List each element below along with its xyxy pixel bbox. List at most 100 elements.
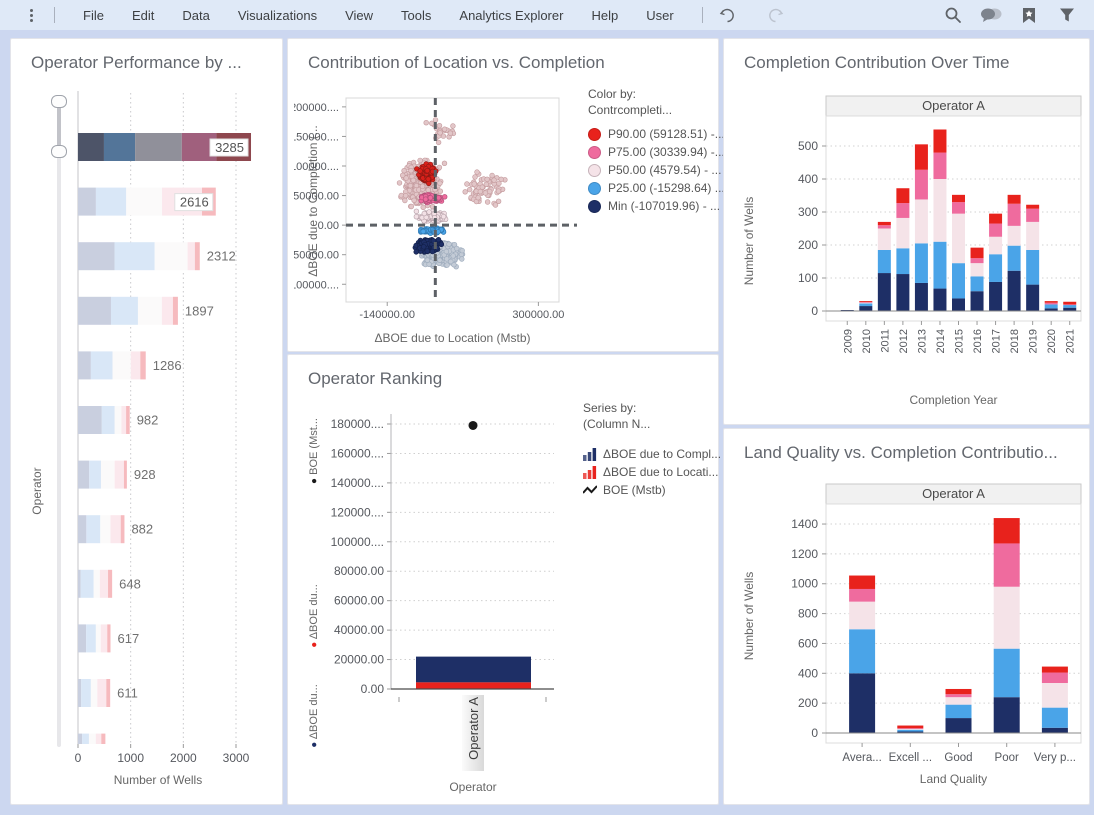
bar-segment <box>112 351 131 380</box>
scatter-plot[interactable]: 200000.... 150000.... 100000.... 50000.00 0.… <box>294 75 584 385</box>
comments-icon[interactable] <box>980 4 1002 26</box>
bar-row[interactable]: 928 <box>78 460 156 489</box>
svg-text:100000....: 100000.... <box>294 161 339 173</box>
stacked-bars[interactable] <box>849 518 1068 733</box>
svg-text:Land Quality: Land Quality <box>920 772 987 786</box>
bar-segment-P75 <box>989 223 1003 237</box>
land-quality-chart[interactable]: Operator A 0 200 400 600 800 1000 1200 1400 Avera… <box>730 477 1088 802</box>
bar-segment <box>78 679 82 707</box>
bar-row[interactable]: 882 <box>78 515 153 544</box>
svg-text:3000: 3000 <box>223 751 250 765</box>
bar-Poor <box>993 518 1020 733</box>
svg-text:120000....: 120000.... <box>331 505 384 519</box>
bar-segment <box>78 460 90 489</box>
bar-row[interactable]: 617 <box>78 624 139 653</box>
bar-row[interactable]: 648 <box>78 569 141 598</box>
bar-row[interactable]: 3285 <box>78 133 252 161</box>
svg-text:2014: 2014 <box>935 329 947 353</box>
bar-segment <box>103 133 136 161</box>
menu-tools[interactable]: Tools <box>401 7 432 23</box>
bar-row[interactable]: 611 <box>78 679 138 707</box>
bookmark-icon[interactable] <box>1018 4 1040 26</box>
bar-segment <box>78 515 87 544</box>
bar-segment-P25 <box>970 276 984 292</box>
bar-segment-P90 <box>993 518 1020 544</box>
bar-row[interactable]: 2616 <box>78 187 216 216</box>
svg-text:1897: 1897 <box>185 303 214 318</box>
menu-visualizations[interactable]: Visualizations <box>237 7 318 23</box>
svg-text:611: 611 <box>117 686 138 701</box>
svg-text:0: 0 <box>811 304 818 318</box>
menu-user[interactable]: User <box>646 7 674 23</box>
svg-text:2013: 2013 <box>916 329 928 353</box>
bar-segment-P50 <box>914 199 928 244</box>
menu-data[interactable]: Data <box>182 7 210 23</box>
bar-2019 <box>1026 204 1040 311</box>
filter-icon[interactable] <box>1056 4 1078 26</box>
bar-segment-P75 <box>952 202 965 214</box>
scatter-points[interactable] <box>396 117 508 270</box>
bar-row[interactable]: 1286 <box>78 351 182 380</box>
completion-over-time-chart[interactable]: Operator A 0 100 200 300 400 500 2009 2010 2011 20… <box>730 89 1088 424</box>
svg-text:882: 882 <box>131 522 153 537</box>
bar-row[interactable] <box>78 733 106 744</box>
bar-segment <box>130 351 141 380</box>
redo-icon[interactable] <box>765 4 787 26</box>
legend-item[interactable]: Min (-107019.96) - ... <box>588 199 720 213</box>
bar-segment <box>78 133 104 161</box>
bar-segment-Min <box>1007 270 1021 311</box>
operator-performance-bar-chart[interactable]: 0 1000 2000 3000 3285 2616 2312 1897 1286 982 928 8… <box>15 89 280 801</box>
legend-item[interactable]: ΔBOE due to Compl... <box>583 447 721 461</box>
bar-segment-P75 <box>945 694 972 698</box>
bar-Avera... <box>849 575 876 733</box>
ranking-bars[interactable] <box>416 656 531 689</box>
bar-segment-P50 <box>989 236 1003 255</box>
bar-segment-Min <box>877 273 891 311</box>
legend-item[interactable]: BOE (Mstb) <box>583 483 715 497</box>
menu-analytics-explorer[interactable]: Analytics Explorer <box>459 7 564 23</box>
bar-segment-P90 <box>914 144 928 170</box>
svg-text:2312: 2312 <box>207 249 236 264</box>
legend-item[interactable]: P75.00 (30339.94) -... <box>588 145 725 159</box>
boe-point[interactable] <box>468 420 478 430</box>
svg-text:2019: 2019 <box>1028 329 1040 353</box>
bar-segment-P75 <box>877 225 891 229</box>
legend-item[interactable]: ΔBOE due to Locati... <box>583 465 718 479</box>
svg-text:1400: 1400 <box>791 517 818 531</box>
svg-text:1286: 1286 <box>153 358 182 373</box>
bar-segment <box>101 406 115 434</box>
menu-help[interactable]: Help <box>591 7 619 23</box>
bar-segment-P25 <box>849 629 876 674</box>
slider-handle-top[interactable] <box>51 95 67 108</box>
bar-segment-P50 <box>952 213 965 264</box>
svg-text:-50000.00: -50000.00 <box>294 250 339 262</box>
bar-row[interactable]: 982 <box>78 406 158 434</box>
bar-segment-P50 <box>859 302 873 304</box>
legend-item[interactable]: P25.00 (-15298.64) ... <box>588 181 725 195</box>
slider-handle-bottom[interactable] <box>51 145 67 158</box>
bar-row[interactable]: 2312 <box>78 242 236 271</box>
bar-segment <box>187 242 195 271</box>
svg-text:80000.00: 80000.00 <box>334 564 384 578</box>
search-icon[interactable] <box>942 4 964 26</box>
undo-icon[interactable] <box>717 4 739 26</box>
legend-title: Series by: <box>583 401 637 415</box>
bar-segment <box>161 296 173 325</box>
bar-series-icon <box>583 465 597 479</box>
bar-segment-P50 <box>1041 682 1068 708</box>
menu-view[interactable]: View <box>345 7 374 23</box>
menu-file[interactable]: File <box>83 7 104 23</box>
operator-ranking-chart[interactable]: 180000.... 160000.... 140000.... 120000....… <box>296 395 596 800</box>
legend-item[interactable]: P50.00 (4579.54) - ... <box>588 163 721 177</box>
toolbar-divider <box>54 7 55 23</box>
svg-text:Operator: Operator <box>449 780 496 794</box>
bar-row[interactable]: 1897 <box>78 296 214 325</box>
kebab-menu-icon[interactable] <box>22 6 40 24</box>
slider-track[interactable] <box>57 99 61 747</box>
svg-text:Poor: Poor <box>995 752 1019 764</box>
svg-text:-140000.00: -140000.00 <box>359 309 415 321</box>
stacked-bars[interactable] <box>840 129 1077 312</box>
legend-subtitle: Contrcompleti... <box>588 103 673 117</box>
menu-edit[interactable]: Edit <box>131 7 155 23</box>
legend-item[interactable]: P90.00 (59128.51) -... <box>588 127 725 141</box>
